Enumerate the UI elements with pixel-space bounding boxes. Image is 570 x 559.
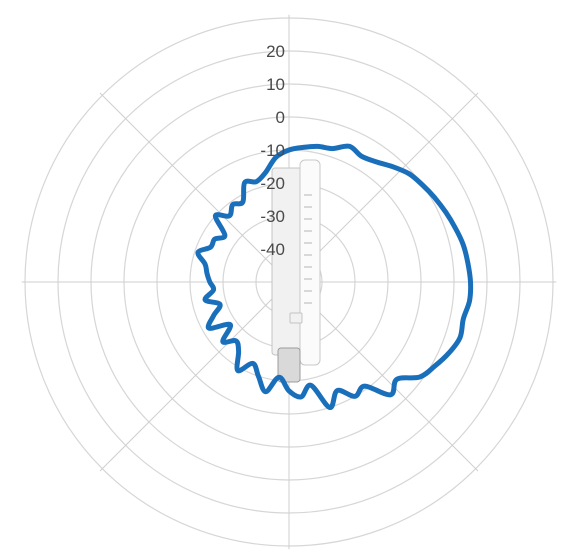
grid-spoke — [99, 281, 290, 472]
radial-tick-label: -10 — [260, 141, 285, 160]
radial-tick-label: -20 — [260, 174, 285, 193]
device-clip — [289, 312, 303, 324]
radiation-pattern-trace — [195, 143, 474, 410]
device-housing — [271, 167, 305, 356]
grid-spoke — [99, 92, 290, 283]
device-front-panel — [299, 159, 321, 366]
radial-tick-label: 0 — [276, 108, 285, 127]
device-connector — [277, 347, 301, 383]
device-image — [271, 159, 321, 383]
device-markings — [304, 194, 312, 304]
radial-tick-labels: 20 10 0 -10 -20 -30 -40 — [260, 42, 285, 259]
radial-tick-label: 10 — [266, 75, 285, 94]
radial-tick-label: -40 — [260, 240, 285, 259]
pattern-traces — [195, 143, 474, 410]
radial-tick-label: 20 — [266, 42, 285, 61]
radial-tick-label: -30 — [260, 207, 285, 226]
